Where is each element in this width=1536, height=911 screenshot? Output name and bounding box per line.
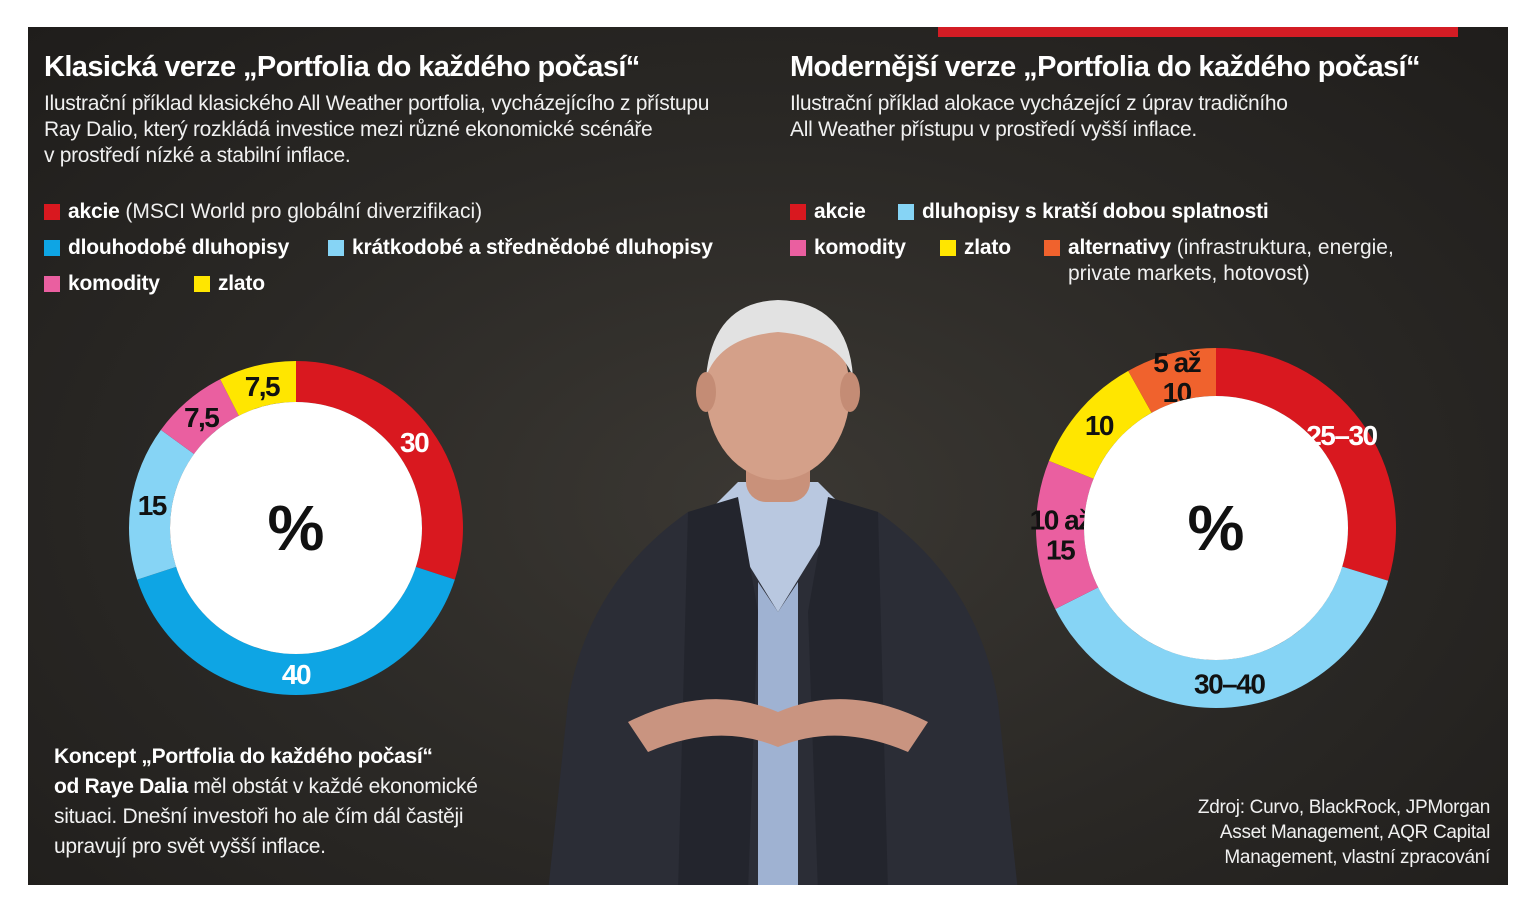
legend-label: dluhopisy s kratší dobou splatnosti — [922, 200, 1269, 223]
donut-center-label: % — [1188, 492, 1245, 564]
left-subtitle-line: v prostředí nízké a stabilní inflace. — [44, 144, 351, 167]
legend-note: (MSCI World pro globální diverzifikaci) — [125, 200, 483, 223]
legend-label: alternativy — [1068, 236, 1171, 259]
donut-slice — [1048, 370, 1152, 479]
slice-value-label: 5 až 10 — [1153, 347, 1200, 408]
legend-label: zlato — [218, 272, 265, 295]
left-title: Klasická verze „Portfolia do každého poč… — [44, 51, 640, 83]
caption: Koncept „Portfolia do každého počasí“ od… — [54, 742, 478, 862]
donut-hole — [1084, 396, 1348, 660]
legend-swatch — [898, 204, 914, 220]
slice-value-label: 10 — [1085, 410, 1114, 441]
legend-swatch — [790, 240, 806, 256]
source-line: Zdroj: Curvo, BlackRock, JPMorgan — [1197, 797, 1490, 818]
donut-slice — [160, 379, 239, 454]
donut-hole — [170, 402, 422, 654]
legend-label: komodity — [68, 272, 160, 295]
infographic-panel: Klasická verze „Portfolia do každého poč… — [28, 27, 1508, 885]
caption-bold-2: od Raye Dalia — [54, 775, 188, 798]
legend-note-line-2: private markets, hotovost) — [1068, 262, 1310, 285]
legend-note: (infrastruktura, energie, — [1176, 236, 1394, 259]
donut-slice — [1128, 348, 1216, 413]
donut-center-label: % — [268, 492, 325, 564]
legend-swatch — [1044, 240, 1060, 256]
legend-label: zlato — [964, 236, 1011, 259]
legend-item-dlouhodobe-dluhopisy: dlouhodobé dluhopisy — [44, 235, 289, 261]
legend-label: dlouhodobé dluhopisy — [68, 236, 290, 259]
legend-item-komodity: komodity — [790, 235, 906, 261]
left-subtitle-line: Ilustrační příklad klasického All Weathe… — [44, 92, 710, 115]
left-subtitle: Ilustrační příklad klasického All Weathe… — [44, 91, 709, 169]
legend-item-zlato: zlato — [194, 271, 265, 297]
legend-label: akcie — [814, 200, 866, 223]
slice-value-label: 30 — [400, 427, 429, 458]
donut-slice — [1216, 348, 1396, 581]
legend-label: krátkodobé a střednědobé dluhopisy — [352, 236, 713, 259]
legend-label: akcie — [68, 200, 120, 223]
donut-slice — [1055, 566, 1389, 708]
donut-slice — [296, 361, 463, 580]
donut-slice — [129, 429, 195, 580]
right-subtitle: Ilustrační příklad alokace vycházející z… — [790, 91, 1288, 143]
legend-swatch — [44, 240, 60, 256]
legend-item-akcie: akcie (MSCI World pro globální diverzifi… — [44, 199, 482, 225]
legend-swatch — [790, 204, 806, 220]
speaker-photo — [548, 300, 1018, 885]
donut-chart-modern: 25–30 30–40 10 až 15 10 5 až 10% — [1030, 332, 1398, 708]
caption-text: měl obstát v každé ekonomické — [187, 775, 478, 798]
donut-svg: 30 40 15 7,5 7,5% — [129, 361, 463, 695]
legend-item-zlato: zlato — [940, 235, 1011, 261]
slice-value-label: 10 až 15 — [1030, 505, 1091, 566]
right-subtitle-line: Ilustrační příklad alokace vycházející z… — [790, 92, 1288, 115]
legend-item-komodity: komodity — [44, 271, 160, 297]
legend-swatch — [328, 240, 344, 256]
legend-item-kratkodobe-dluhopisy: krátkodobé a střednědobé dluhopisy — [328, 235, 713, 261]
right-title: Modernější verze „Portfolia do každého p… — [790, 51, 1420, 83]
slice-value-label: 30–40 — [1194, 668, 1265, 699]
legend-item-dluhopisy-kratsi: dluhopisy s kratší dobou splatnosti — [898, 199, 1269, 225]
source-note: Zdroj: Curvo, BlackRock, JPMorgan Asset … — [1198, 795, 1490, 870]
legend-swatch — [940, 240, 956, 256]
donut-chart-classic: 30 40 15 7,5 7,5% — [129, 332, 466, 699]
legend-swatch — [44, 204, 60, 220]
legend-label: komodity — [814, 236, 906, 259]
donut-slice — [220, 361, 296, 416]
slice-value-label: 7,5 — [184, 402, 219, 433]
source-line: Asset Management, AQR Capital — [1219, 822, 1490, 843]
red-accent-stripe — [938, 27, 1458, 37]
donut-slice — [137, 566, 455, 695]
legend-swatch — [44, 276, 60, 292]
caption-text: situaci. Dnešní investoři ho ale čím dál… — [54, 805, 464, 828]
legend-item-akcie: akcie — [790, 199, 866, 225]
legend-item-alternativy: alternativy (infrastruktura, energie, pri… — [1044, 235, 1394, 287]
caption-bold-1: Koncept „Portfolia do každého počasí“ — [54, 745, 433, 768]
right-subtitle-line: All Weather přístupu v prostředí vyšší i… — [790, 118, 1197, 141]
donut-slice — [1036, 460, 1099, 610]
slice-value-label: 15 — [138, 490, 167, 521]
slice-value-label: 40 — [282, 659, 311, 690]
slice-value-label: 7,5 — [245, 371, 280, 402]
left-subtitle-line: Ray Dalio, který rozkládá investice mezi… — [44, 118, 653, 141]
legend-swatch — [194, 276, 210, 292]
source-line: Management, vlastní zpracování — [1224, 847, 1490, 868]
caption-text: upravují pro svět vyšší inflace. — [54, 835, 326, 858]
